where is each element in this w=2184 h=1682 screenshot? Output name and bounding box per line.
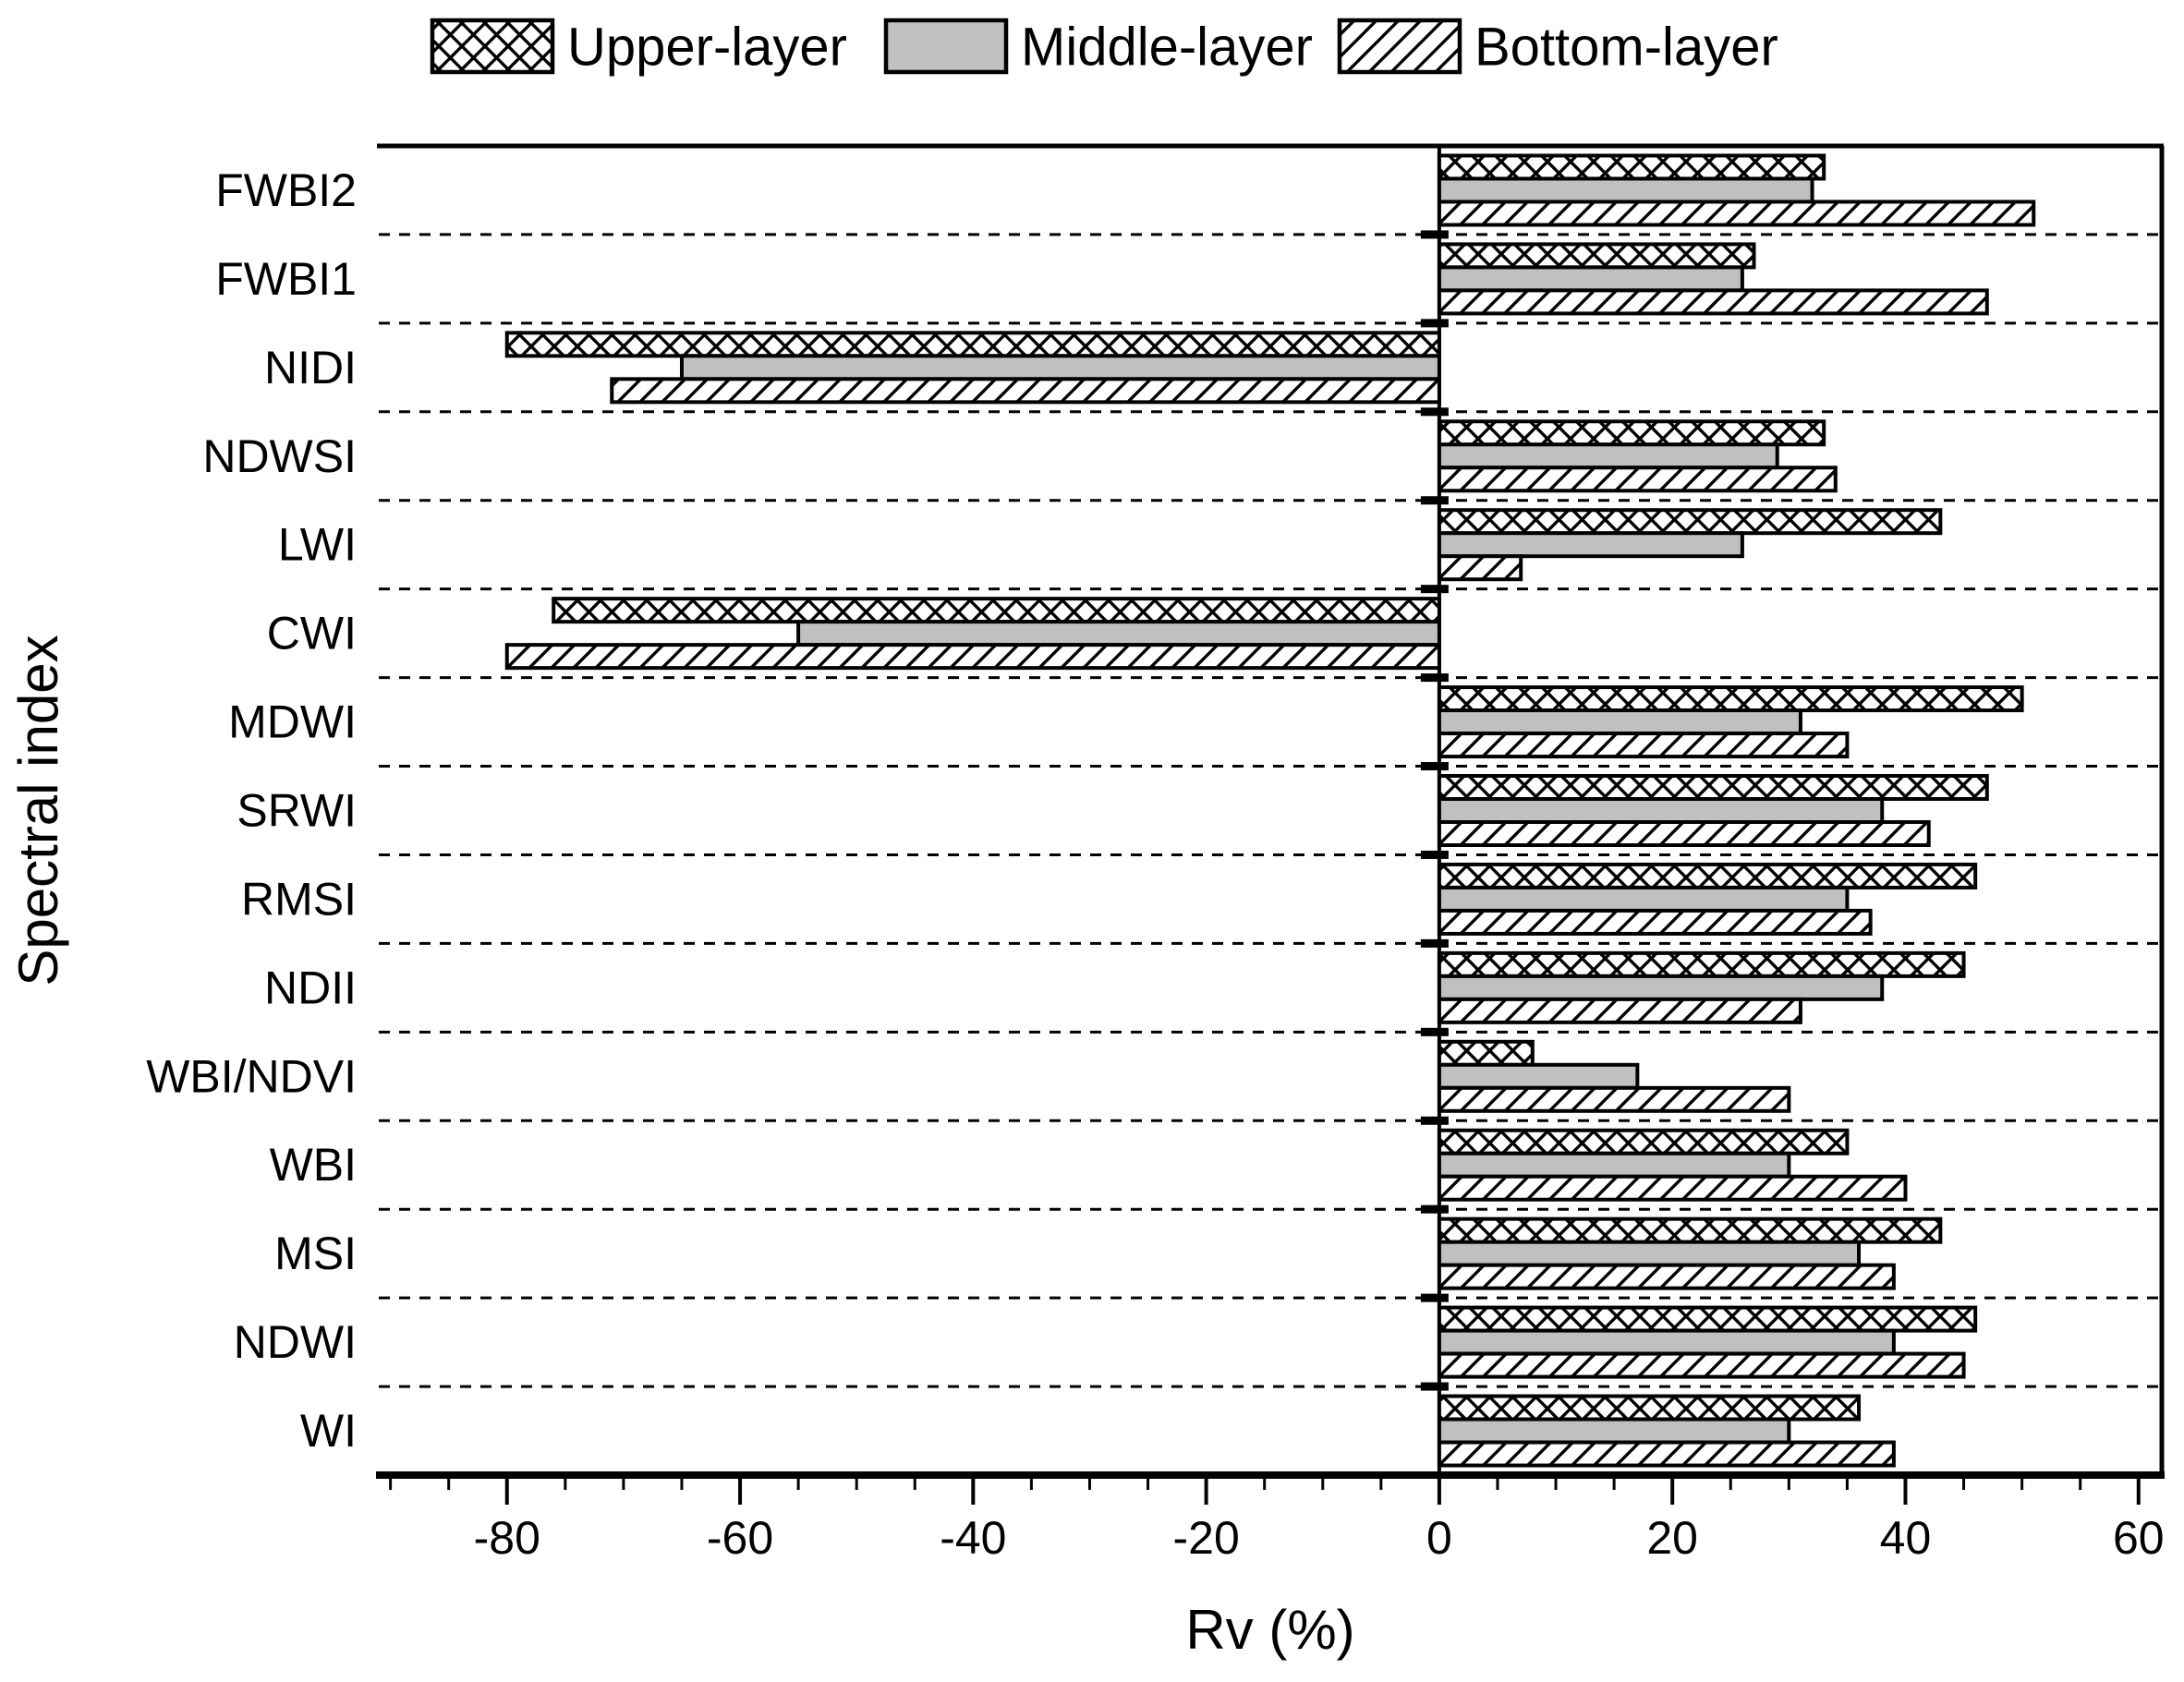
bar-middle-layer-mdwi (1437, 708, 1802, 736)
x-tick-label: -80 (474, 1512, 540, 1564)
y-category-label: LWI (278, 519, 357, 571)
bar-middle-layer-ndwi (1437, 1328, 1896, 1356)
bar-middle-layer-ndwsi (1437, 442, 1779, 470)
bar-middle-layer-rmsi (1437, 885, 1850, 913)
bar-upper-layer-cwi (552, 597, 1441, 624)
x-tick-label: -20 (1172, 1512, 1239, 1564)
legend-label-middle-layer: Middle-layer (1021, 18, 1313, 78)
y-category-label: WI (300, 1405, 357, 1457)
y-category-label: SRWI (237, 785, 357, 837)
bar-bottom-layer-ndwsi (1437, 466, 1838, 493)
zero-axis-category-tick (1420, 673, 1449, 683)
zero-axis-category-tick (1420, 319, 1449, 328)
bar-bottom-layer-rmsi (1437, 908, 1873, 936)
y-category-label: FWBI1 (215, 253, 357, 305)
bar-upper-layer-wi (1437, 1394, 1862, 1422)
zero-axis-category-tick (1420, 230, 1449, 239)
zero-axis-category-tick (1420, 407, 1449, 417)
bar-upper-layer-wbi-ndvi (1437, 1039, 1535, 1067)
bar-upper-layer-fwbi1 (1437, 242, 1756, 270)
x-tick-label: -40 (940, 1512, 1006, 1564)
y-category-label: MDWI (228, 696, 357, 748)
bar-bottom-layer-wi (1437, 1440, 1896, 1468)
x-tick-label: -60 (707, 1512, 773, 1564)
bar-middle-layer-cwi (796, 620, 1441, 647)
bar-middle-layer-wi (1437, 1417, 1791, 1445)
bar-upper-layer-msi (1437, 1216, 1943, 1244)
x-tick-label: 40 (1880, 1512, 1932, 1564)
y-category-label: NIDI (264, 342, 357, 393)
legend-swatch-bottom-layer-icon (1337, 18, 1462, 75)
x-axis-title: Rv (%) (1185, 1599, 1354, 1661)
y-category-label: RMSI (241, 873, 357, 925)
bar-middle-layer-fwbi2 (1437, 176, 1814, 204)
bar-upper-layer-ndwsi (1437, 419, 1826, 447)
bar-upper-layer-mdwi (1437, 685, 2024, 713)
bar-upper-layer-ndii (1437, 950, 1966, 978)
bar-middle-layer-srwi (1437, 797, 1885, 824)
bar-upper-layer-rmsi (1437, 862, 1978, 889)
legend-swatch-middle-layer-icon (883, 18, 1009, 75)
bar-bottom-layer-wbi-ndvi (1437, 1085, 1791, 1113)
bar-middle-layer-ndii (1437, 974, 1885, 1001)
zero-axis-category-tick (1420, 1382, 1449, 1391)
legend-label-upper-layer: Upper-layer (567, 18, 847, 78)
y-category-label: NDWSI (202, 430, 357, 482)
bar-upper-layer-ndwi (1437, 1305, 1978, 1333)
bar-middle-layer-msi (1437, 1240, 1862, 1267)
x-tick-label: 20 (1646, 1512, 1698, 1564)
bar-bottom-layer-fwbi2 (1437, 200, 2036, 227)
y-category-label: NDWI (234, 1316, 357, 1368)
bar-bottom-layer-ndwi (1437, 1351, 1966, 1379)
bar-middle-layer-wbi (1437, 1151, 1791, 1179)
bar-upper-layer-wbi (1437, 1128, 1850, 1156)
bar-bottom-layer-ndii (1437, 997, 1802, 1024)
bar-middle-layer-nidi (679, 354, 1441, 381)
bar-middle-layer-wbi-ndvi (1437, 1062, 1640, 1090)
bar-bottom-layer-wbi (1437, 1174, 1908, 1202)
y-category-label: WBI (270, 1139, 357, 1191)
y-category-label: MSI (274, 1228, 357, 1279)
x-tick-label: 0 (1426, 1512, 1452, 1564)
bar-upper-layer-srwi (1437, 774, 1989, 801)
zero-axis-category-tick (1420, 496, 1449, 505)
y-category-label: NDII (264, 962, 357, 1013)
y-axis-title: Spectral index (7, 635, 69, 986)
y-category-label: WBI/NDVI (146, 1050, 357, 1102)
bar-upper-layer-nidi (504, 331, 1441, 358)
bar-middle-layer-fwbi1 (1437, 265, 1744, 293)
zero-axis-category-tick (1420, 1027, 1449, 1036)
bar-bottom-layer-nidi (610, 377, 1441, 405)
zero-axis-category-tick (1420, 1293, 1449, 1302)
legend-swatch-upper-layer-icon (430, 18, 555, 75)
bar-bottom-layer-msi (1437, 1263, 1896, 1290)
zero-axis-category-tick (1420, 762, 1449, 771)
bar-middle-layer-lwi (1437, 531, 1744, 559)
legend-label-bottom-layer: Bottom-layer (1474, 18, 1778, 78)
zero-axis-category-tick (1420, 938, 1449, 948)
zero-axis-category-tick (1420, 1204, 1449, 1214)
y-category-label: CWI (267, 608, 357, 659)
zero-axis-category-tick (1420, 850, 1449, 859)
zero-axis-category-tick (1420, 1116, 1449, 1125)
bar-bottom-layer-lwi (1437, 554, 1523, 582)
bar-bottom-layer-mdwi (1437, 732, 1850, 759)
bar-bottom-layer-srwi (1437, 820, 1931, 847)
bar-bottom-layer-fwbi1 (1437, 288, 1989, 316)
x-tick-label: 60 (2113, 1512, 2165, 1564)
zero-axis-category-tick (1420, 585, 1449, 594)
bar-bottom-layer-cwi (504, 643, 1441, 671)
y-category-label: FWBI2 (215, 164, 357, 216)
bar-upper-layer-fwbi2 (1437, 153, 1826, 181)
bar-upper-layer-lwi (1437, 508, 1943, 536)
